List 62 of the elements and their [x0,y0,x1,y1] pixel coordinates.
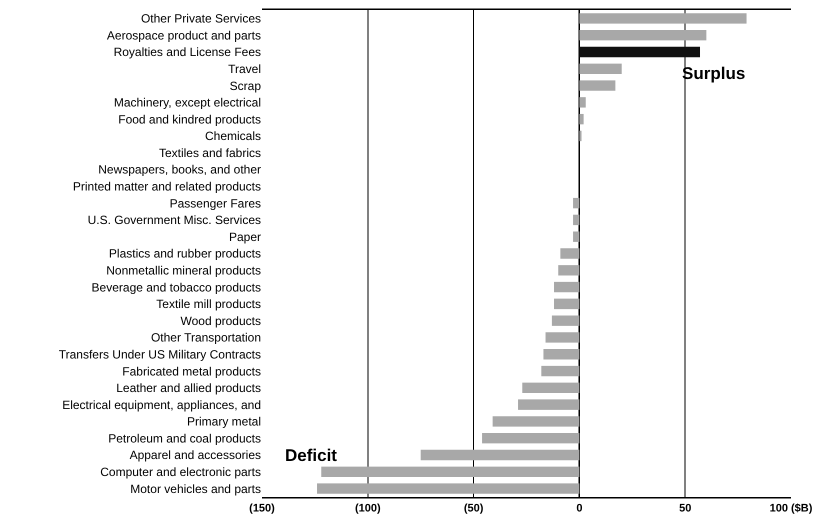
bar [579,64,622,74]
bar [579,46,700,58]
y-tick-label: Aerospace product and parts [106,28,261,42]
y-tick-label: Other Private Services [140,12,261,26]
y-tick-label: Textile mill products [156,297,261,312]
bar [522,382,580,394]
bar [317,483,580,494]
y-tick-label: Passenger Fares [170,196,261,210]
bar [541,366,580,376]
y-tick-label: U.S. Government Misc. Services [88,213,261,228]
y-tick-label: Petroleum and coal products [108,431,261,446]
y-tick-label: Fabricated metal products [122,364,261,378]
y-tick-label: Printed matter and related products [72,180,261,194]
bar [579,30,706,40]
y-tick-label: Food and kindred products [118,112,261,126]
bar [579,114,584,124]
y-tick-label: Apparel and accessories [130,448,261,462]
y-tick-label: Textiles and fabrics [158,146,261,160]
y-tick-label: Computer and electronic parts [100,465,261,480]
y-tick-label: Royalties and License Fees [114,45,261,60]
bar [579,80,616,91]
annotation: Deficit [285,446,338,465]
bar [543,349,580,360]
bar [492,416,580,427]
x-tick-label: 100 ($B) [770,502,813,515]
y-tick-label: Chemicals [204,129,261,144]
bar [518,399,580,410]
bar [546,332,580,343]
y-tick-label: Paper [228,230,261,244]
bar [482,433,580,444]
y-tick-label: Other Transportation [150,330,261,345]
y-tick-label: Newspapers, books, and other [98,162,261,177]
bar [579,13,747,24]
bar [554,298,580,310]
y-tick-label: Plastics and rubber products [108,246,261,261]
bar [579,130,582,142]
y-tick-label: Wood products [180,314,261,328]
bar [573,198,580,208]
y-tick-label: Travel [228,62,261,76]
bar [579,97,586,108]
y-tick-label: Leather and allied products [116,381,261,396]
bar [552,315,580,326]
bar [321,466,580,478]
x-tick-label: (50) [464,502,484,515]
x-tick-label: (150) [249,502,276,515]
x-tick-label: 50 [679,502,692,515]
bar [573,214,580,226]
x-tick-label: 0 [576,502,582,515]
bar [573,232,580,242]
y-tick-label: Electrical equipment, appliances, and [62,398,261,412]
y-tick-label: Transfers Under US Military Contracts [58,347,261,362]
bar [558,265,580,276]
y-tick-label: Primary metal [186,414,261,429]
bar [420,450,580,460]
x-tick-label: (100) [354,502,381,515]
y-tick-label: Machinery, except electrical [114,96,261,110]
bar [554,282,580,292]
y-tick-label: Motor vehicles and parts [130,482,261,496]
y-tick-label: Nonmetallic mineral products [106,263,261,278]
y-tick-label: Scrap [230,78,262,93]
bar [560,248,580,259]
y-tick-label: Beverage and tobacco products [92,280,261,294]
